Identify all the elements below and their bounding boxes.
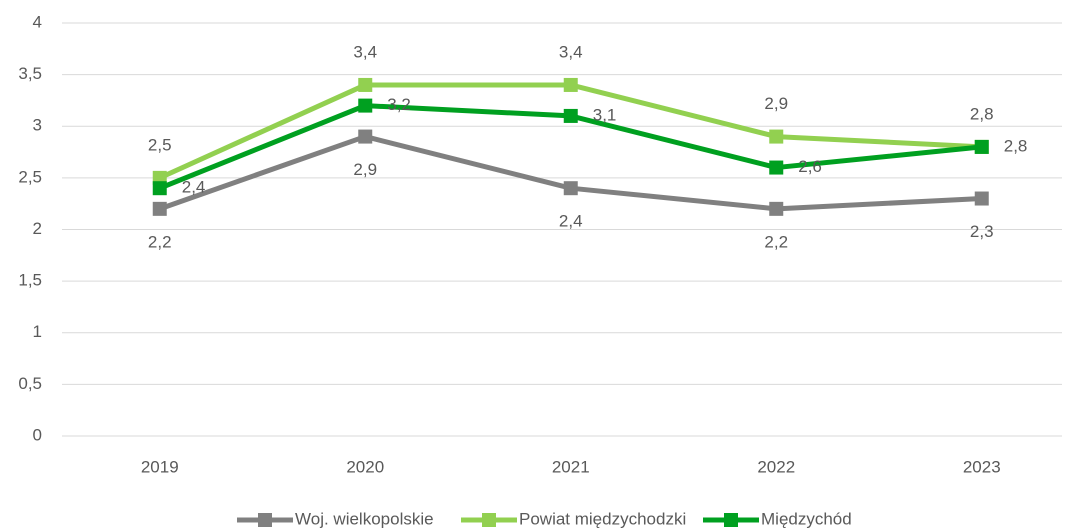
point-marker <box>358 129 373 144</box>
data-label: 3,1 <box>593 105 617 124</box>
data-label: 3,4 <box>353 42 377 61</box>
data-label: 2,2 <box>764 232 788 251</box>
point-marker <box>769 129 784 144</box>
data-label: 2,8 <box>970 104 994 123</box>
point-marker <box>974 139 989 154</box>
y-tick-label: 2 <box>33 219 42 238</box>
point-marker <box>769 201 784 216</box>
legend-label: Woj. wielkopolskie <box>295 509 434 528</box>
data-label: 2,3 <box>970 222 994 241</box>
y-tick-label: 2,5 <box>18 167 42 186</box>
y-tick-label: 4 <box>33 12 42 31</box>
x-tick-label: 2020 <box>346 457 384 476</box>
data-label: 2,2 <box>148 232 172 251</box>
data-label: 2,9 <box>353 160 377 179</box>
legend-label: Powiat międzychodzki <box>519 509 686 528</box>
data-label: 2,5 <box>148 135 172 154</box>
legend: Woj. wielkopolskie Powiat międzychodzki Mi… <box>237 509 852 528</box>
point-marker <box>152 201 167 216</box>
y-tick-label: 1,5 <box>18 271 42 290</box>
legend-label: Międzychód <box>761 509 852 528</box>
legend-marker <box>482 513 496 527</box>
x-tick-label: 2019 <box>141 457 179 476</box>
point-marker <box>563 108 578 123</box>
data-label: 2,9 <box>764 94 788 113</box>
point-marker <box>358 77 373 92</box>
series-line <box>158 134 982 212</box>
data-label: 3,4 <box>559 42 583 61</box>
y-tick-label: 3 <box>33 116 42 135</box>
y-tick-label: 3,5 <box>18 64 42 83</box>
x-tick-label: 2023 <box>963 457 1001 476</box>
x-tick-label: 2021 <box>552 457 590 476</box>
x-tick-label: 2022 <box>757 457 795 476</box>
point-marker <box>152 181 167 196</box>
data-label: 3,2 <box>387 95 411 114</box>
legend-marker <box>258 513 272 527</box>
y-tick-label: 0,5 <box>18 374 42 393</box>
y-tick-label: 1 <box>33 322 42 341</box>
y-tick-label: 0 <box>33 425 42 444</box>
data-label: 2,8 <box>1004 136 1028 155</box>
point-marker <box>563 77 578 92</box>
legend-marker <box>724 513 738 527</box>
point-marker <box>769 160 784 175</box>
point-marker <box>358 98 373 113</box>
data-label: 2,6 <box>798 157 822 176</box>
point-marker <box>974 191 989 206</box>
point-marker <box>563 181 578 196</box>
data-label: 2,4 <box>559 212 583 231</box>
data-label: 2,4 <box>182 178 206 197</box>
